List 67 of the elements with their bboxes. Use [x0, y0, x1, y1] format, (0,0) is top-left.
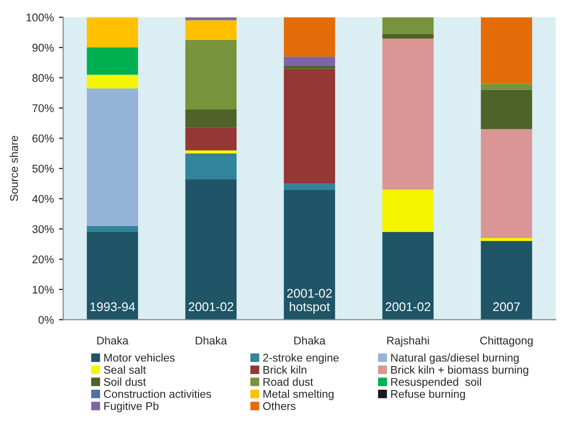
bar: [185, 153, 237, 180]
bar: [185, 179, 237, 320]
bar: [185, 20, 237, 40]
bar: [480, 84, 532, 90]
legend-label: Road dust: [263, 378, 314, 386]
legend-label: Fugitive Pb: [104, 402, 159, 412]
bar: [185, 40, 237, 110]
annotation: 1993-94: [90, 302, 136, 312]
annotation: 2001-02: [188, 302, 234, 312]
bar: [284, 17, 336, 57]
bar: [284, 66, 336, 69]
annotation: 2007: [493, 302, 520, 312]
legend-label: Brick kiln: [263, 366, 306, 374]
bar: [86, 226, 138, 232]
bar: [284, 68, 336, 184]
bar: [382, 34, 434, 38]
bar: [480, 241, 532, 320]
bar: [284, 184, 336, 190]
bar: [185, 150, 237, 154]
legend-label: Refuse burning: [391, 390, 465, 400]
bar: [382, 190, 434, 232]
legend-label: Metal smelting: [263, 390, 334, 400]
x-tick-label: Dhaka: [196, 336, 228, 345]
bar: [86, 48, 138, 75]
y-tick-label: 60%: [32, 134, 54, 142]
bar: [382, 232, 434, 320]
bar: [86, 17, 138, 48]
y-tick-label: 80%: [32, 74, 54, 82]
bar: [185, 110, 237, 128]
legend-label: Brick kiln + biomass burning: [391, 366, 528, 376]
y-tick-label: 50%: [32, 164, 54, 173]
bar: [480, 17, 532, 84]
bar: [382, 38, 434, 190]
legend-label: Motor vehicles: [104, 354, 175, 362]
legend-label: Soil dust: [104, 378, 146, 386]
bar: [185, 128, 237, 150]
y-tick-label: 100%: [26, 14, 54, 22]
bar: [86, 232, 138, 320]
legend-label: Natural gas/diesel burning: [391, 354, 519, 364]
annotation: 2001-02: [386, 302, 430, 312]
bar: [86, 88, 138, 226]
y-axis-title: Source share: [10, 136, 18, 202]
legend-label: Seal salt: [104, 366, 146, 374]
x-tick-label: Dhaka: [97, 336, 128, 345]
bar: [185, 17, 237, 20]
legend-label: 2-stroke engine: [263, 354, 339, 364]
y-tick-label: 0%: [38, 316, 54, 324]
bar: [284, 56, 336, 66]
y-tick-label: 40%: [32, 194, 54, 203]
legend-label: Construction activities: [104, 390, 212, 398]
y-tick-label: 20%: [32, 255, 54, 264]
legend-label: Others: [263, 402, 296, 410]
x-tick-label: Rajshahi: [387, 336, 429, 347]
bar: [480, 129, 532, 238]
y-tick-label: 30%: [32, 225, 54, 234]
y-tick-label: 70%: [32, 104, 54, 112]
bar: [86, 74, 138, 88]
x-tick-label: Dhaka: [294, 336, 326, 345]
bar: [382, 17, 434, 34]
legend-label: Resuspended soil: [391, 378, 481, 388]
x-tick-label: Chittagong: [480, 336, 533, 347]
y-tick-label: 90%: [32, 44, 54, 52]
annotation: 2001-02 hotspot: [287, 288, 332, 314]
bar: [480, 90, 532, 130]
bar: [480, 238, 532, 242]
bar: [284, 190, 336, 320]
y-tick-label: 10%: [32, 286, 54, 294]
